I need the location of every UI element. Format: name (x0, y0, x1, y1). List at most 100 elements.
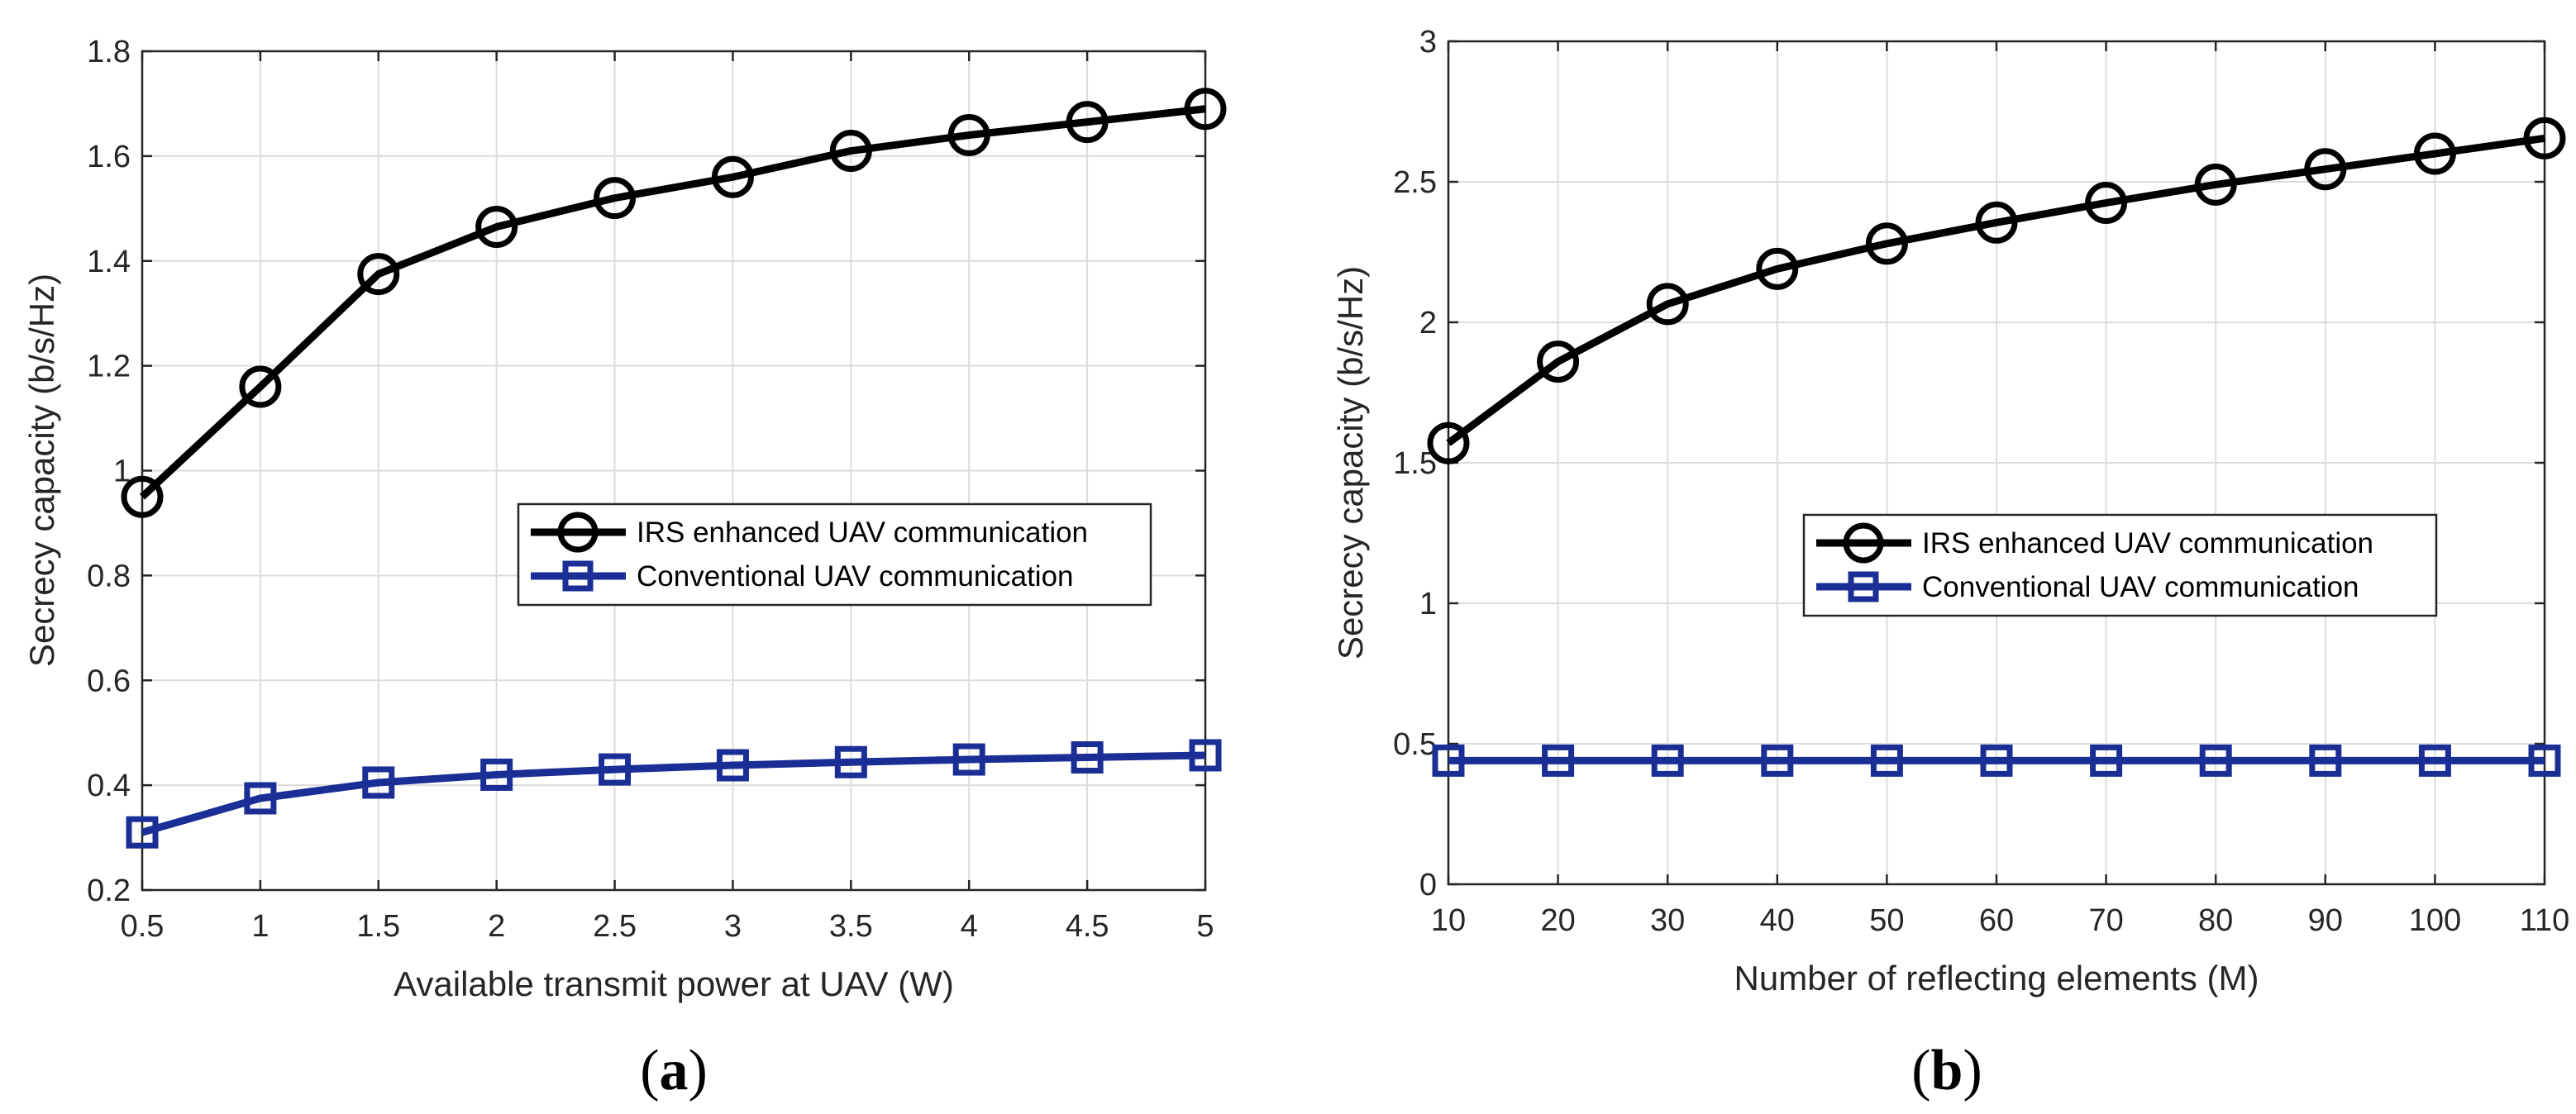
data-point-conventional (126, 816, 159, 849)
x-tick-label: 1.5 (356, 909, 400, 944)
axis-ticks-a: 0.5 1 1.5 2 2.5 3 3.5 4 4.5 5 0.2 0.4 0.6 0.8 1 1.2 1.4 1… (87, 35, 1214, 944)
y-tick-label: 2 (1419, 306, 1437, 340)
x-tick-label: 10 (1431, 903, 1466, 938)
data-point-irs (2194, 163, 2237, 206)
x-tick-label: 3.5 (829, 909, 873, 944)
data-point-conventional (1761, 744, 1794, 777)
legend-box-a (517, 502, 1152, 607)
data-point-irs (711, 155, 754, 198)
series-group-a (121, 88, 1227, 849)
x-tick-label: 4.5 (1066, 909, 1109, 944)
data-point-irs (475, 206, 518, 249)
data-point-conventional (952, 743, 985, 776)
y-tick-label: 0.4 (87, 769, 131, 803)
data-point-conventional (1189, 739, 1222, 772)
data-point-conventional (1542, 744, 1575, 777)
legend-label-conventional-b: Conventional UAV communication (1922, 571, 2359, 603)
data-point-conventional (1651, 744, 1684, 777)
legend-marker-conventional-b (1848, 571, 1879, 602)
data-point-conventional (2528, 744, 2561, 777)
x-tick-label: 20 (1540, 903, 1575, 938)
x-tick-label: 0.5 (121, 909, 165, 944)
x-tick-label: 100 (2409, 903, 2461, 938)
legend-b: IRS enhanced UAV communication Conventio… (1802, 513, 2438, 617)
y-tick-label: 2.5 (1393, 165, 1437, 200)
series-group-b (1427, 117, 2566, 777)
series-line-irs (1446, 134, 2545, 446)
panel-letter-b: b (1931, 1039, 1963, 1102)
data-point-irs (1865, 222, 1908, 265)
data-point-conventional (2309, 744, 2342, 777)
y-tick-label: 0.8 (87, 559, 131, 593)
data-point-conventional (1870, 744, 1903, 777)
y-tick-label: 1.6 (87, 140, 131, 174)
data-point-conventional (2090, 744, 2123, 777)
y-axis-label-b: Secrecy capacity (b/s/Hz) (1331, 266, 1370, 659)
data-point-irs (121, 475, 164, 518)
legend-a: IRS enhanced UAV communication Conventio… (517, 502, 1152, 607)
data-point-conventional (244, 782, 277, 815)
legend-box-b (1802, 513, 2438, 617)
data-point-irs (829, 130, 872, 173)
data-point-conventional (2418, 744, 2451, 777)
y-tick-label: 1 (113, 455, 131, 489)
data-point-irs (1066, 101, 1109, 144)
data-point-irs (1646, 283, 1689, 326)
legend-label-irs-b: IRS enhanced UAV communication (1922, 527, 2373, 559)
y-tick-label: 1.8 (87, 35, 131, 69)
y-tick-label: 0.6 (87, 664, 131, 698)
legend-marker-irs-a (557, 512, 599, 553)
data-point-conventional (834, 745, 867, 778)
y-tick-label: 1 (1419, 587, 1437, 621)
data-point-irs (2523, 117, 2566, 159)
data-point-conventional (480, 758, 513, 791)
chart-panel-a: 0.5 1 1.5 2 2.5 3 3.5 4 4.5 5 0.2 0.4 0.6 0.8 1 1.2 1.4 1… (22, 35, 1227, 1102)
data-point-irs (1756, 247, 1799, 290)
data-point-irs (2304, 148, 2347, 191)
series-line-irs (139, 105, 1206, 500)
x-tick-label: 80 (2198, 903, 2233, 938)
panel-label-a: (a) (640, 1039, 708, 1102)
x-tick-label: 4 (961, 909, 978, 944)
x-tick-label: 60 (1979, 903, 2014, 938)
series-line-conventional (141, 751, 1206, 836)
x-tick-label: 5 (1196, 909, 1214, 944)
x-tick-label: 1 (251, 909, 269, 944)
data-point-irs (947, 114, 990, 156)
x-tick-label: 90 (2308, 903, 2343, 938)
x-axis-label-a: Available transmit power at UAV (W) (394, 964, 954, 1003)
data-point-irs (1184, 88, 1227, 131)
y-tick-label: 0.5 (1393, 727, 1437, 762)
data-point-irs (2085, 182, 2128, 224)
y-tick-label: 0.2 (87, 874, 131, 908)
data-point-irs (239, 365, 282, 408)
data-point-conventional (716, 749, 749, 782)
data-point-irs (1975, 201, 2018, 244)
x-tick-label: 50 (1869, 903, 1904, 938)
y-tick-label: 3 (1419, 25, 1437, 60)
data-point-conventional (362, 766, 395, 799)
data-point-conventional (2199, 744, 2232, 777)
x-tick-label: 3 (724, 909, 742, 944)
x-tick-label: 110 (2520, 903, 2570, 938)
x-tick-label: 40 (1760, 903, 1795, 938)
y-tick-label: 0 (1419, 868, 1437, 902)
legend-label-conventional-a: Conventional UAV communication (637, 560, 1074, 593)
x-tick-label: 30 (1650, 903, 1685, 938)
data-point-irs (1537, 340, 1580, 383)
panel-letter-a: a (660, 1039, 689, 1102)
x-tick-label: 70 (2088, 903, 2123, 938)
data-point-irs (594, 177, 637, 220)
legend-marker-conventional-a (562, 560, 594, 592)
data-point-irs (2413, 132, 2456, 175)
legend-label-irs-a: IRS enhanced UAV communication (637, 517, 1088, 549)
data-point-conventional (599, 753, 632, 786)
data-point-conventional (1980, 744, 2013, 777)
y-tick-label: 1.4 (87, 245, 131, 279)
panel-label-b: (b) (1911, 1039, 1982, 1102)
y-tick-label: 1.2 (87, 350, 131, 384)
y-axis-label-a: Secrecy capacity (b/s/Hz) (22, 274, 61, 667)
